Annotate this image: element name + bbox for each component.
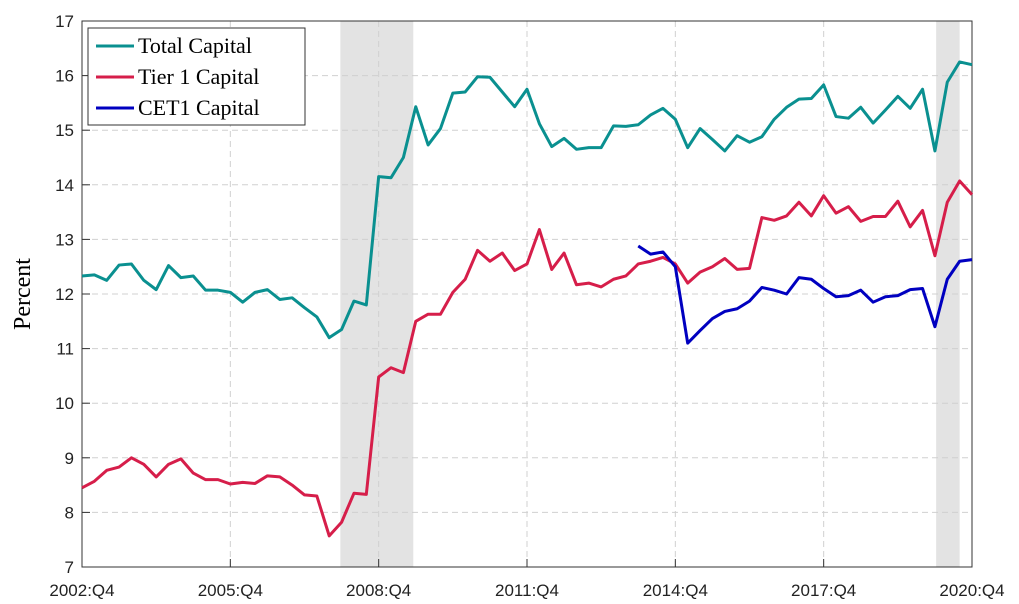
y-tick-label: 7: [65, 558, 74, 577]
y-tick-label: 8: [65, 503, 74, 522]
y-tick-label: 11: [56, 340, 74, 359]
legend-label: Tier 1 Capital: [138, 64, 259, 89]
y-tick-label: 14: [55, 176, 74, 195]
x-tick-label: 2020:Q4: [939, 581, 1004, 600]
x-tick-label: 2017:Q4: [791, 581, 856, 600]
legend-label: CET1 Capital: [138, 95, 260, 120]
x-tick-label: 2008:Q4: [346, 581, 411, 600]
y-tick-label: 15: [55, 121, 74, 140]
y-tick-label: 9: [65, 449, 74, 468]
series-line: [81, 60, 973, 340]
series-line: [637, 244, 973, 345]
legend-label: Total Capital: [138, 33, 252, 58]
x-tick-label: 2014:Q4: [643, 581, 708, 600]
y-axis-label: Percent: [10, 258, 36, 330]
x-tick-label: 2005:Q4: [198, 581, 263, 600]
y-tick-label: 17: [55, 12, 74, 31]
y-tick-label: 12: [55, 285, 74, 304]
series-line: [81, 179, 974, 538]
x-tick-label: 2002:Q4: [49, 581, 114, 600]
x-tick-label: 2011:Q4: [495, 581, 559, 600]
y-tick-label: 10: [55, 394, 74, 413]
plot-frame: [81, 20, 973, 568]
y-tick-label: 16: [55, 67, 74, 86]
y-tick-label: 13: [55, 230, 74, 249]
